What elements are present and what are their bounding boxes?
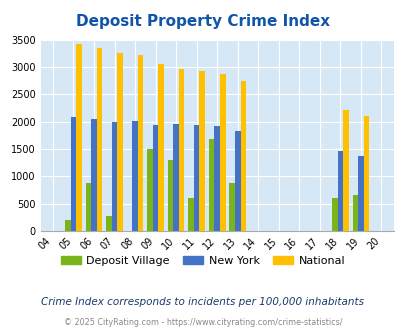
Bar	[158, 64, 164, 231]
Bar	[220, 74, 225, 231]
Bar	[167, 160, 173, 231]
Bar	[179, 69, 184, 231]
Bar	[229, 183, 234, 231]
Bar	[214, 126, 220, 231]
Bar	[337, 151, 342, 231]
Bar	[240, 81, 245, 231]
Bar	[173, 124, 179, 231]
Bar	[70, 117, 76, 231]
Bar	[199, 71, 205, 231]
Bar	[342, 110, 348, 231]
Text: Deposit Property Crime Index: Deposit Property Crime Index	[76, 14, 329, 29]
Text: Crime Index corresponds to incidents per 100,000 inhabitants: Crime Index corresponds to incidents per…	[41, 297, 364, 307]
Bar	[152, 125, 158, 231]
Bar	[188, 198, 194, 231]
Bar	[111, 122, 117, 231]
Bar	[234, 131, 240, 231]
Bar	[65, 220, 70, 231]
Bar	[85, 183, 91, 231]
Bar	[331, 198, 337, 231]
Bar	[352, 195, 357, 231]
Bar	[147, 149, 152, 231]
Bar	[106, 216, 111, 231]
Bar	[91, 119, 96, 231]
Bar	[76, 44, 81, 231]
Text: © 2025 CityRating.com - https://www.cityrating.com/crime-statistics/: © 2025 CityRating.com - https://www.city…	[64, 318, 341, 327]
Bar	[138, 55, 143, 231]
Bar	[96, 48, 102, 231]
Bar	[194, 125, 199, 231]
Bar	[132, 120, 138, 231]
Bar	[209, 139, 214, 231]
Bar	[363, 115, 369, 231]
Bar	[117, 53, 123, 231]
Bar	[357, 155, 363, 231]
Legend: Deposit Village, New York, National: Deposit Village, New York, National	[56, 251, 349, 270]
